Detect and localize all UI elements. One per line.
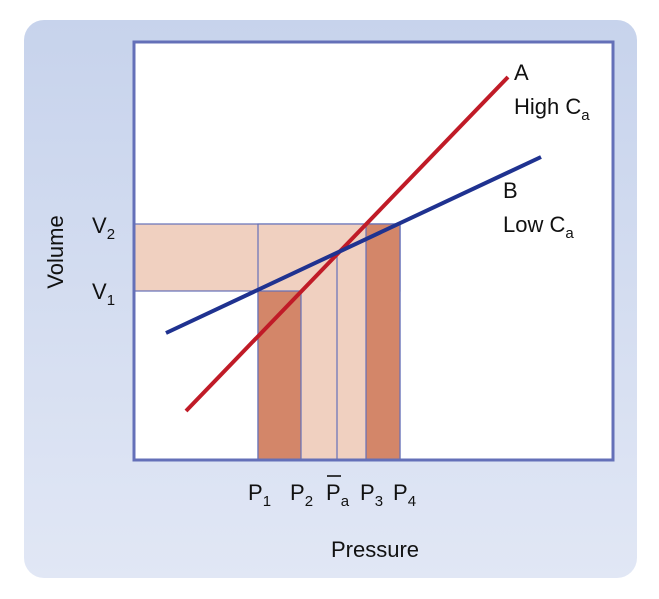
x-tick-p1-sub: 1 (263, 493, 271, 510)
curve-a-label-text: High C (514, 94, 581, 119)
curve-a-label: High Ca (514, 94, 590, 124)
y-tick-v2: V2 (92, 213, 115, 243)
y-tick-v1-sub: 1 (107, 292, 115, 309)
x-tick-pa: Pa (326, 480, 350, 510)
curve-b-low-compliance (165, 155, 542, 335)
x-tick-p1: P1 (248, 480, 271, 510)
plot-frame (132, 40, 615, 462)
x-tick-p2-base: P (290, 480, 305, 505)
x-axis-title: Pressure (331, 537, 419, 562)
curve-a-high-compliance (184, 75, 510, 413)
x-tick-p4: P4 (393, 480, 416, 510)
x-tick-p4-sub: 4 (408, 493, 416, 510)
curve-b-letter: B (503, 178, 518, 203)
x-tick-p4-base: P (393, 480, 408, 505)
curve-b-label-text: Low C (503, 212, 565, 237)
pressure-band-p3-p4 (365, 223, 401, 461)
x-tick-p2: P2 (290, 480, 313, 510)
curve-b-label-sub: a (565, 225, 574, 242)
x-tick-pa-sub: a (341, 493, 350, 510)
y-tick-v2-sub: 2 (107, 226, 115, 243)
x-tick-pa-base: P (326, 480, 341, 505)
curve-b-label: Low Ca (503, 212, 574, 242)
y-tick-v2-base: V (92, 213, 107, 238)
x-tick-p2-sub: 2 (305, 493, 313, 510)
x-tick-p3-base: P (360, 480, 375, 505)
x-tick-p1-base: P (248, 480, 263, 505)
y-axis-title: Volume (43, 215, 68, 288)
curve-a-letter: A (514, 60, 529, 85)
x-tick-p3-sub: 3 (375, 493, 383, 510)
x-tick-p3: P3 (360, 480, 383, 510)
y-tick-v1-base: V (92, 279, 107, 304)
curve-a-label-sub: a (581, 107, 590, 124)
y-tick-v1: V1 (92, 279, 115, 309)
